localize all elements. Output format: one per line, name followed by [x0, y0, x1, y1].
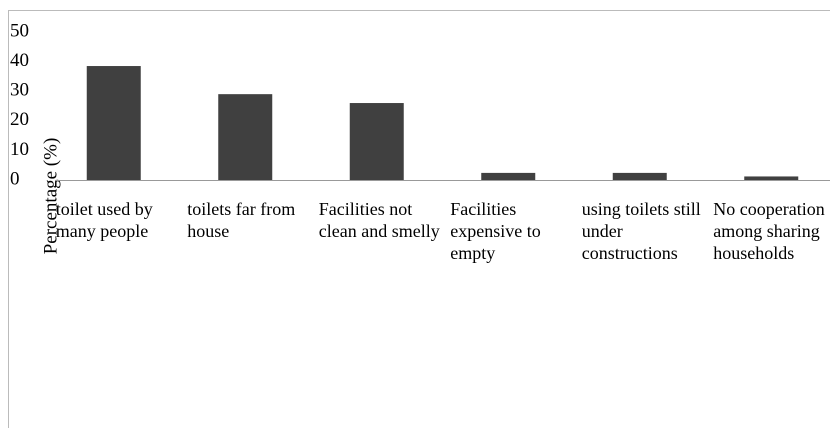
bar [744, 176, 799, 180]
x-tick-label: using toilets still under constructions [581, 199, 701, 263]
x-tick-label: toilets far from house [187, 199, 296, 241]
bar [481, 172, 536, 180]
x-tick-label: No cooperation among sharing households [713, 199, 825, 263]
bar [86, 66, 141, 180]
x-tick-label: Facilities not clean and smelly [318, 199, 440, 241]
bar [218, 94, 273, 180]
y-tick-label: 50 [10, 20, 29, 41]
bar [612, 172, 667, 180]
x-tick-label: toilet used by many people [55, 199, 153, 241]
y-axis-label: Percentage (%) [40, 138, 61, 255]
y-tick-label: 20 [10, 109, 29, 130]
y-tick-label: 10 [10, 139, 29, 160]
x-tick-label: Facilities expensive to empty [450, 199, 541, 263]
y-tick-label: 0 [10, 168, 20, 189]
y-tick-label: 40 [10, 50, 29, 71]
y-tick-label: 30 [10, 80, 29, 101]
bar [349, 103, 404, 180]
